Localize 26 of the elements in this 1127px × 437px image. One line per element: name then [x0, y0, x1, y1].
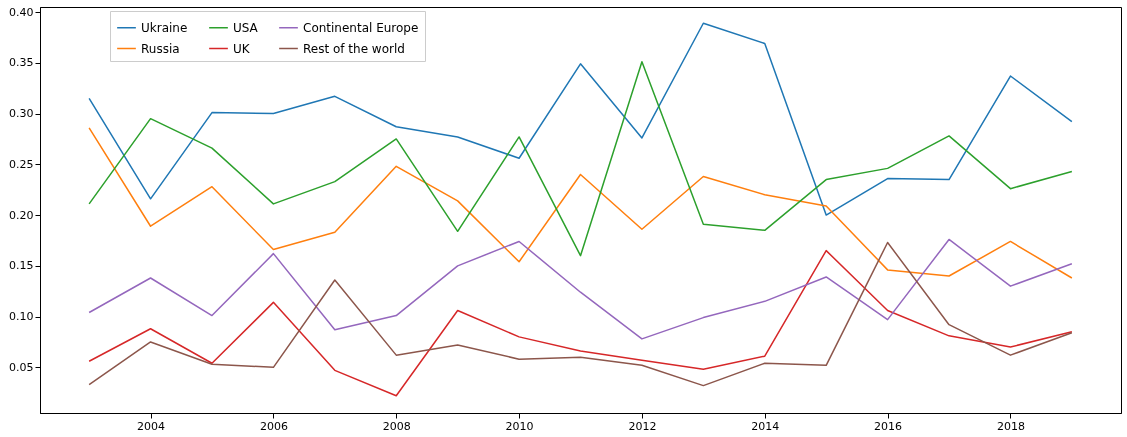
x-tick-label: 2010 — [505, 419, 534, 433]
y-tick-label: 0.10 — [9, 310, 34, 324]
y-tick-label: 0.35 — [9, 56, 34, 70]
x-tick-label: 2012 — [628, 419, 657, 433]
legend-label: USA — [233, 20, 259, 35]
x-tick-label: 2014 — [751, 419, 780, 433]
y-tick-label: 0.15 — [9, 259, 34, 273]
y-tick-label: 0.25 — [9, 157, 34, 171]
legend-label: Russia — [141, 41, 180, 56]
x-tick-label: 2018 — [996, 419, 1025, 433]
x-tick-label: 2004 — [137, 419, 166, 433]
x-tick-label: 2006 — [259, 419, 288, 433]
y-tick-label: 0.20 — [9, 208, 34, 222]
legend-label: Ukraine — [141, 20, 188, 35]
line-series — [88, 127, 1073, 279]
legend-label: UK — [233, 41, 251, 56]
y-tick-label: 0.30 — [9, 107, 34, 121]
y-tick-label: 0.05 — [9, 360, 34, 374]
y-tick-label: 0.40 — [9, 5, 34, 19]
line-series — [88, 61, 1073, 257]
line-series — [88, 22, 1073, 216]
x-tick-label: 2016 — [874, 419, 903, 433]
legend-label: Rest of the world — [303, 41, 405, 56]
line-series — [88, 238, 1073, 340]
x-tick-label: 2008 — [382, 419, 411, 433]
legend-label: Continental Europe — [303, 20, 419, 35]
